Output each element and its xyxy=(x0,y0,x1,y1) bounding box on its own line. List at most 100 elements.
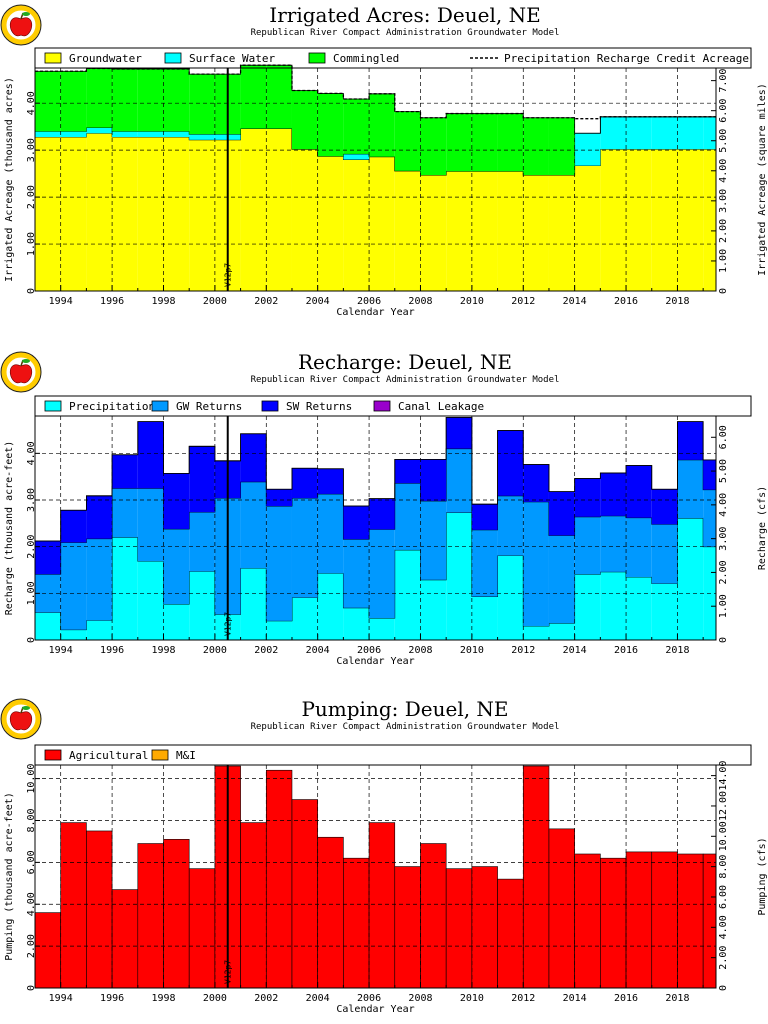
bar-sw-returns-1999 xyxy=(189,446,215,513)
bar-sw-returns-2012 xyxy=(523,464,549,502)
bar-commingled-1994 xyxy=(60,71,87,132)
bar-groundwater-2018 xyxy=(677,149,704,291)
x-tick-label: 2016 xyxy=(614,645,638,656)
bar-groundwater-2004 xyxy=(317,156,344,291)
x-tick-label: 2000 xyxy=(203,645,227,656)
bar-sw-returns-2008 xyxy=(420,459,447,501)
bar-precipitation-2017 xyxy=(651,583,678,640)
y-right-tick-label: 6.00 xyxy=(718,885,729,909)
bar-gw-returns-2007 xyxy=(394,483,421,550)
bar-commingled-2002 xyxy=(266,65,292,129)
y-right-tick-label: 6.00 xyxy=(718,99,729,123)
bar-commingled-2008 xyxy=(420,117,447,176)
bar-surface-water-2014 xyxy=(574,133,601,166)
x-tick-label: 2008 xyxy=(408,296,432,307)
y-tick-label: 0 xyxy=(26,637,37,643)
bar-sw-returns-2007 xyxy=(394,459,421,484)
bar-commingled-2011 xyxy=(497,113,524,172)
bar-gw-returns-2002 xyxy=(266,506,292,621)
y-right-tick-label: 3.00 xyxy=(718,527,729,551)
bar-sw-returns-2001 xyxy=(240,433,267,482)
x-tick-label: 2008 xyxy=(408,645,432,656)
bar-gw-returns-2001 xyxy=(240,481,267,569)
bar-groundwater-2003 xyxy=(291,149,318,291)
bar-commingled-1997 xyxy=(137,68,164,132)
legend-swatch xyxy=(373,400,391,412)
y-right-tick-label: 5.00 xyxy=(718,129,729,153)
bar-agricultural-2013 xyxy=(548,828,575,989)
x-tick-label: 2018 xyxy=(665,296,689,307)
bar-gw-returns-1995 xyxy=(86,538,113,621)
bar-commingled-2006 xyxy=(369,93,395,157)
y-tick-label: 1.00 xyxy=(26,232,37,256)
bar-agricultural-2017 xyxy=(651,851,678,989)
bar-surface-water-1998 xyxy=(163,131,190,138)
y-right-tick-label: 0 xyxy=(718,985,729,991)
bar-agricultural-2010 xyxy=(471,866,498,989)
y-axis-label-right: Irrigated Acreage (square miles) xyxy=(757,83,768,276)
y-right-tick-label: 6.00 xyxy=(718,425,729,449)
legend-swatch xyxy=(44,52,62,64)
x-tick-label: 2012 xyxy=(511,296,535,307)
bar-commingled-1996 xyxy=(112,68,138,132)
bar-groundwater-2007 xyxy=(394,170,421,291)
x-tick-label: 2006 xyxy=(357,993,381,1004)
bar-sw-returns-2010 xyxy=(471,504,498,530)
bar-sw-returns-1993 xyxy=(35,541,61,575)
y-axis-label: Recharge (thousand acre-feet) xyxy=(4,441,15,616)
bar-precipitation-2001 xyxy=(240,568,267,640)
bar-sw-returns-2016 xyxy=(626,465,652,518)
y-axis-label: Pumping (thousand acre-feet) xyxy=(4,792,15,961)
bar-precipitation-2018 xyxy=(677,518,704,640)
bar-gw-returns-1998 xyxy=(163,528,190,605)
series-line-canal-leakage xyxy=(35,417,716,542)
y-tick-label: 1.00 xyxy=(26,581,37,605)
legend-label: Commingled xyxy=(333,52,399,65)
apple-logo-icon xyxy=(0,351,42,393)
x-tick-label: 2002 xyxy=(254,645,278,656)
legend-swatch xyxy=(308,52,326,64)
x-tick-label: 2010 xyxy=(460,993,484,1004)
bar-precipitation-2016 xyxy=(626,577,652,640)
bar-agricultural-2008 xyxy=(420,843,447,989)
x-tick-label: 2012 xyxy=(511,993,535,1004)
bar-gw-returns-2016 xyxy=(626,517,652,577)
bar-agricultural-2001 xyxy=(240,822,267,989)
x-tick-label: 2002 xyxy=(254,296,278,307)
bar-agricultural-2002 xyxy=(265,769,293,989)
bar-agricultural-2011 xyxy=(497,878,524,989)
legend-label: Surface Water xyxy=(189,52,275,65)
bar-surface-water-2018 xyxy=(677,116,704,150)
apple-logo-icon xyxy=(0,698,42,740)
y-right-tick-label: 5.00 xyxy=(718,459,729,483)
bar-sw-returns-2004 xyxy=(317,468,344,494)
legend-swatch xyxy=(261,400,279,412)
bar-agricultural-2019 xyxy=(702,853,717,989)
bar-precipitation-1996 xyxy=(112,537,138,640)
bar-gw-returns-2017 xyxy=(651,524,678,584)
bar-agricultural-2015 xyxy=(600,857,627,989)
bar-precipitation-2004 xyxy=(317,573,344,640)
model-version-label: V12p7 xyxy=(224,612,233,636)
bar-commingled-2012 xyxy=(523,117,549,176)
bar-agricultural-2006 xyxy=(368,822,396,989)
bar-commingled-1993 xyxy=(35,71,61,132)
bar-gw-returns-2018 xyxy=(677,459,704,519)
legend-label: M&I xyxy=(176,749,196,762)
y-tick-label: 4.00 xyxy=(26,441,37,465)
bar-agricultural-1993 xyxy=(34,912,61,989)
y-right-tick-label: 4.00 xyxy=(718,493,729,517)
bar-precipitation-2010 xyxy=(471,596,498,640)
bar-groundwater-2015 xyxy=(600,149,627,291)
plot-frame xyxy=(34,415,717,641)
bar-precipitation-2007 xyxy=(394,549,421,640)
bar-agricultural-1998 xyxy=(163,839,190,989)
bar-groundwater-1997 xyxy=(137,137,164,291)
bar-commingled-2005 xyxy=(343,98,370,154)
bar-sw-returns-2014 xyxy=(574,478,601,517)
bar-surface-water-2005 xyxy=(343,153,370,160)
bar-sw-returns-1994 xyxy=(60,510,87,543)
bar-groundwater-2005 xyxy=(343,159,370,291)
